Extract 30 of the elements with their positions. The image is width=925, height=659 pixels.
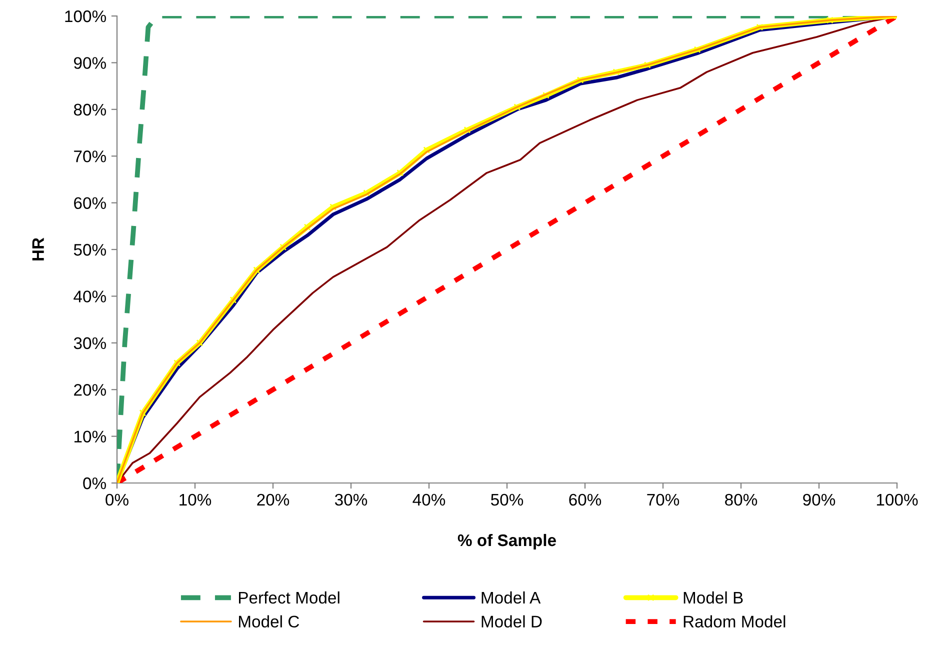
y-tick-label: 70% (74, 150, 106, 162)
y-tick-label: 10% (74, 430, 106, 443)
x-tick-label: 90% (803, 494, 836, 506)
legend-label: Model C (238, 615, 300, 628)
x-tick-label: 80% (725, 494, 758, 506)
x-tick-label: 30% (334, 494, 368, 506)
y-tick-label: 40% (74, 290, 106, 302)
x-tick-label: 100% (876, 494, 918, 506)
x-tick-label: 70% (647, 494, 680, 506)
y-tick-label: 0% (83, 477, 106, 490)
legend-label: Model B (684, 591, 743, 604)
legend-label: Model A (482, 591, 541, 604)
y-tick-label: 80% (74, 104, 106, 116)
legend-label: Radom Model (684, 615, 786, 628)
y-tick-label: 90% (74, 57, 106, 69)
y-axis-title: HR (32, 238, 44, 260)
y-tick-label: 60% (74, 197, 106, 210)
y-tick-label: 30% (74, 337, 106, 350)
x-tick-label: 60% (569, 494, 602, 506)
x-axis-title: % of Sample (458, 534, 556, 550)
legend-label: Model D (482, 615, 542, 628)
y-tick-label: 50% (74, 244, 106, 256)
x-tick-label: 0% (106, 494, 128, 506)
x-tick-label: 20% (257, 494, 290, 506)
x-tick-label: 10% (180, 494, 212, 506)
y-tick-label: 100% (65, 10, 106, 22)
x-tick-label: 50% (490, 494, 524, 506)
x-tick-label: 40% (412, 494, 446, 506)
legend-label: Perfect Model (238, 591, 340, 604)
y-tick-label: 20% (74, 384, 106, 396)
